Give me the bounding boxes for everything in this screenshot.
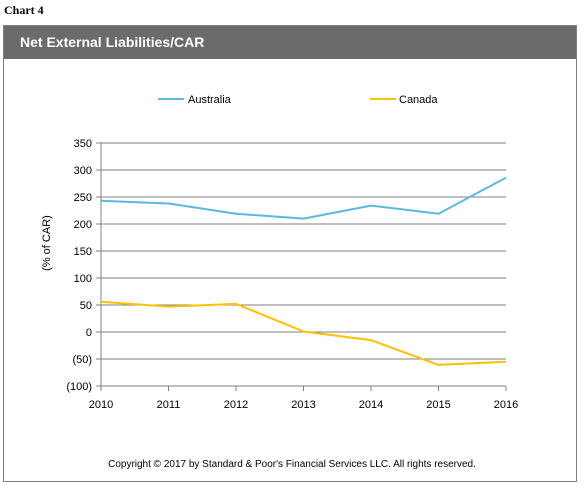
y-axis-title: (% of CAR)	[41, 215, 53, 271]
x-tick-label: 2013	[291, 399, 315, 411]
x-tick-label: 2010	[89, 399, 113, 411]
chart-frame: Net External Liabilities/CAR	[3, 25, 577, 482]
y-tick-label: 250	[74, 192, 92, 204]
x-tick-label: 2016	[494, 399, 518, 411]
y-tick-label: 200	[74, 219, 92, 231]
y-tick-label: 300	[74, 165, 92, 177]
x-axis-ticks: 2010 2011 2012 2013 2014 2015 2016	[89, 386, 518, 411]
legend: Australia Canada	[158, 94, 438, 106]
series-line-canada	[100, 300, 507, 366]
y-tick-label: 50	[80, 300, 92, 312]
y-tick-label: 100	[74, 273, 92, 285]
x-tick-label: 2011	[157, 399, 181, 411]
y-axis-ticks: 350 300 250 200 150 100 50 0 (50) (100)	[66, 138, 101, 393]
series-line-australia	[100, 176, 507, 220]
y-tick-label: (100)	[66, 381, 92, 393]
y-tick-label: 150	[74, 246, 92, 258]
series-lines	[100, 176, 507, 366]
y-tick-label: 0	[86, 327, 92, 339]
chart-number-label: Chart 4	[4, 3, 44, 17]
legend-label-canada: Canada	[399, 94, 438, 106]
copyright-footer: Copyright © 2017 by Standard & Poor's Fi…	[108, 459, 476, 470]
y-tick-label: 350	[74, 138, 92, 150]
x-tick-label: 2012	[224, 399, 248, 411]
legend-label-australia: Australia	[188, 94, 232, 106]
gridlines	[100, 142, 506, 387]
x-tick-label: 2015	[426, 399, 450, 411]
y-tick-label: (50)	[72, 354, 92, 366]
chart-title: Net External Liabilities/CAR	[20, 34, 205, 50]
x-tick-label: 2014	[359, 399, 383, 411]
chart-header-bar: Net External Liabilities/CAR	[4, 26, 576, 59]
